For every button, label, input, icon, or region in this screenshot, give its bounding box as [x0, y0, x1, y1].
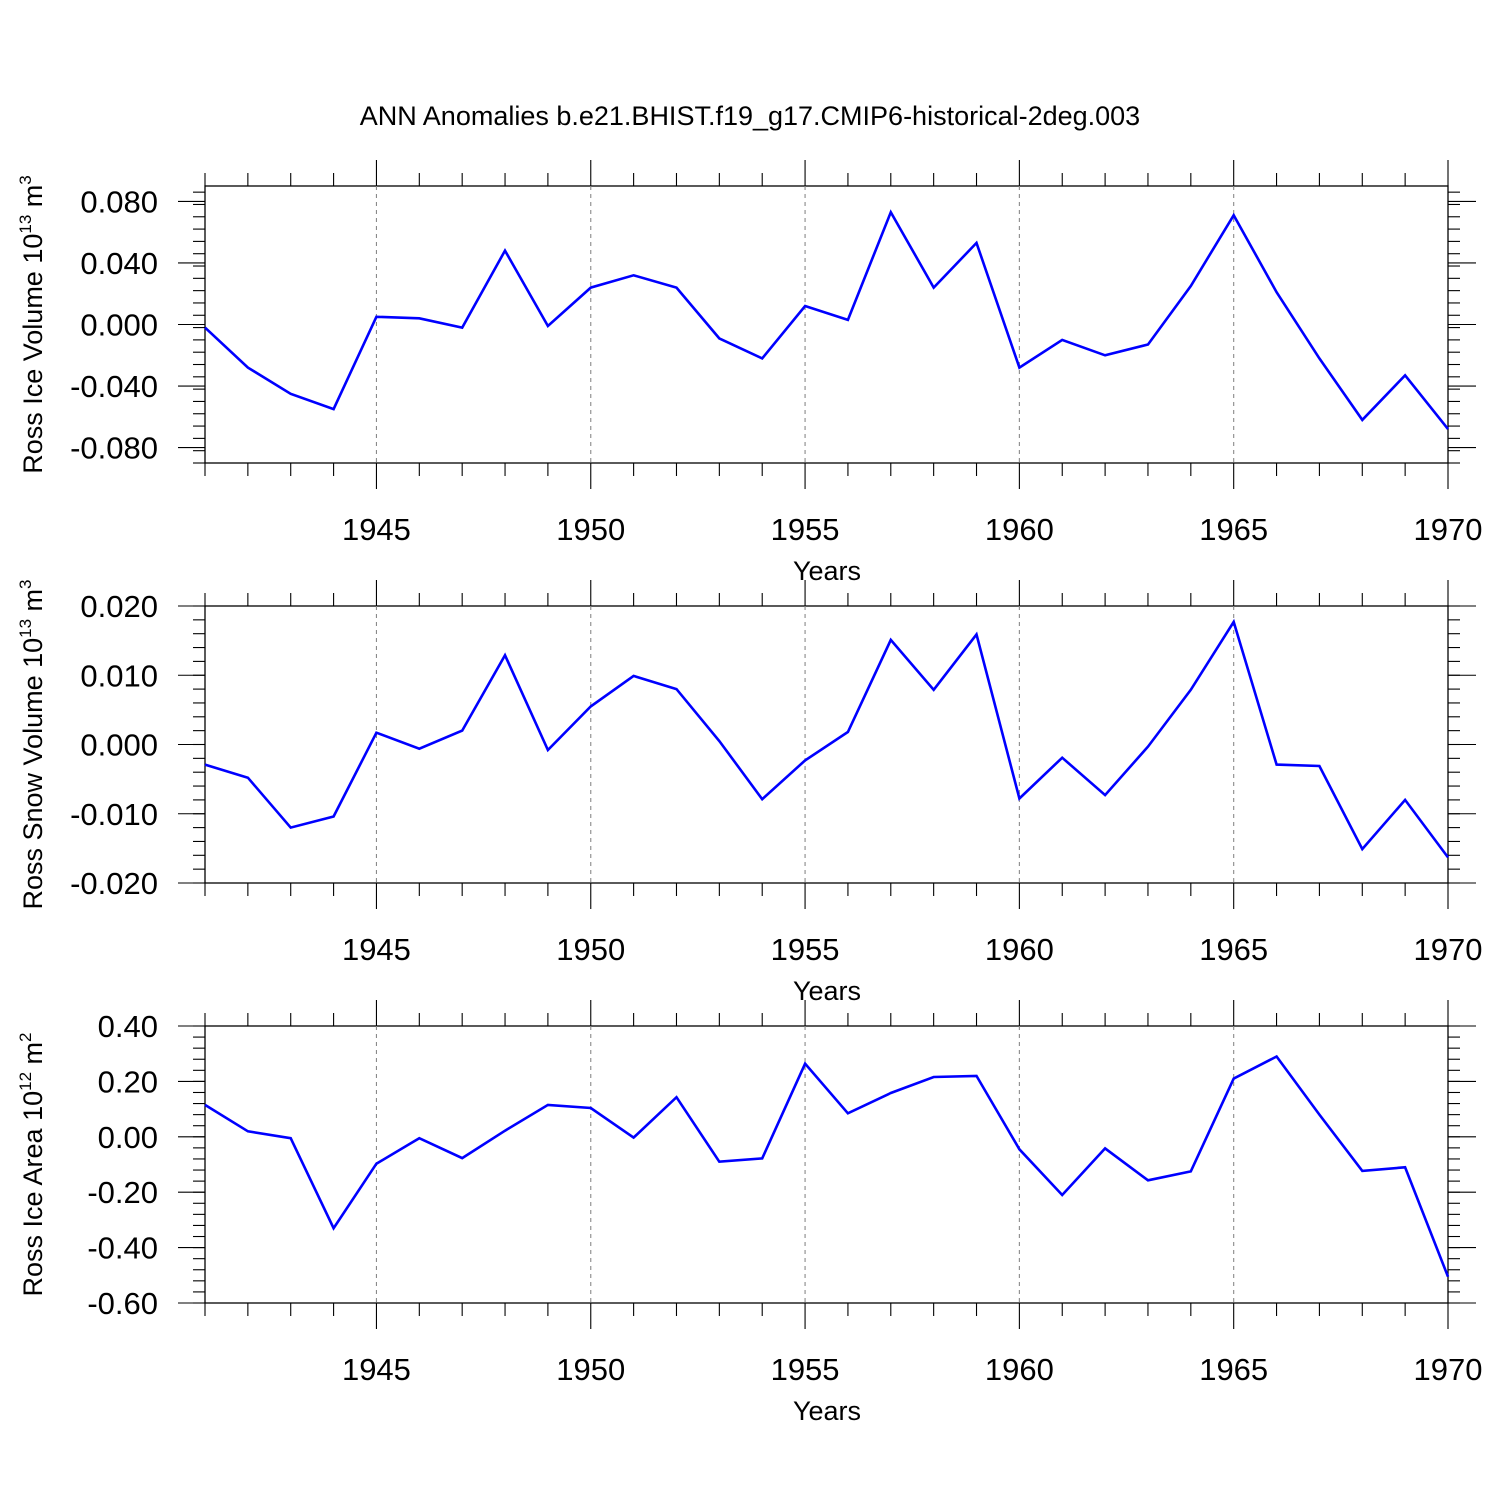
y-axis-label: Ross Ice Volume 1013 m3: [16, 175, 48, 474]
x-tick-label: 1970: [1414, 512, 1483, 547]
x-tick-label: 1960: [985, 932, 1054, 967]
x-tick-label: 1950: [556, 1352, 625, 1387]
y-axis-label-unit: m: [18, 185, 48, 215]
y-axis-label: Ross Snow Volume 1013 m3: [16, 579, 48, 909]
series-line: [204, 209, 1450, 430]
panel-2: -0.020 -0.010 0.000 0.010 0.020 1945 1950 1955 1…: [16, 579, 1482, 1006]
chart-title: ANN Anomalies b.e21.BHIST.f19_g17.CMIP6-…: [360, 101, 1140, 131]
y-axis-label: Ross Ice Area 1012 m2: [16, 1032, 48, 1296]
x-axis-label: Years: [793, 1396, 861, 1426]
y-tick-label: -0.40: [87, 1231, 158, 1266]
y-tick-label: 0.020: [80, 589, 158, 624]
x-tick-label: 1965: [1199, 1352, 1268, 1387]
y-axis-label-exponent: 13: [16, 215, 35, 234]
x-tick-label: 1960: [985, 1352, 1054, 1387]
y-tick-label: 0.000: [80, 728, 158, 763]
y-tick-label: -0.020: [70, 866, 158, 901]
x-tick-label: 1970: [1414, 1352, 1483, 1387]
x-tick-label: 1955: [771, 512, 840, 547]
y-tick-label: -0.080: [70, 431, 158, 466]
x-tick-label: 1970: [1414, 932, 1483, 967]
y-tick-label: 0.040: [80, 246, 158, 281]
x-tick-label: 1965: [1199, 512, 1268, 547]
y-tick-label: 0.010: [80, 658, 158, 693]
x-tick-label: 1945: [342, 1352, 411, 1387]
x-tick-label: 1950: [556, 512, 625, 547]
y-axis-label-unit-exponent: 3: [16, 175, 35, 184]
x-tick-label: 1950: [556, 932, 625, 967]
y-axis-label-unit-exponent: 2: [16, 1032, 35, 1041]
x-axis-label: Years: [793, 976, 861, 1006]
x-tick-label: 1955: [771, 932, 840, 967]
x-tick-label: 1960: [985, 512, 1054, 547]
y-tick-label: 0.40: [98, 1009, 158, 1044]
y-tick-label: -0.20: [87, 1175, 158, 1210]
panel-3: -0.60 -0.40 -0.20 0.00 0.20 0.40 1945 1950 1955 1…: [16, 1000, 1482, 1426]
y-axis-label-unit-exponent: 3: [16, 579, 35, 588]
y-axis-label-text: Ross Ice Area 10: [18, 1091, 48, 1297]
y-axis-label-text: Ross Ice Volume 10: [18, 234, 48, 474]
y-tick-label: 0.000: [80, 308, 158, 343]
x-tick-label: 1945: [342, 932, 411, 967]
y-tick-label: -0.60: [87, 1286, 158, 1321]
x-axis-label: Years: [793, 556, 861, 586]
series-line: [204, 1054, 1450, 1278]
y-axis-label-exponent: 12: [16, 1072, 35, 1091]
x-tick-label: 1945: [342, 512, 411, 547]
y-axis-label-text: Ross Snow Volume 10: [18, 638, 48, 910]
y-tick-label: -0.010: [70, 797, 158, 832]
x-tick-label: 1955: [771, 1352, 840, 1387]
panel-1: -0.080 -0.040 0.000 0.040 0.080 1945 1950 1955 1…: [16, 160, 1482, 586]
y-tick-label: 0.080: [80, 184, 158, 219]
series-line: [204, 618, 1450, 859]
x-tick-label: 1965: [1199, 932, 1268, 967]
y-axis-label-exponent: 13: [16, 619, 35, 638]
plot-frame: [204, 1025, 1449, 1304]
y-axis-label-unit: m: [18, 1042, 48, 1072]
y-tick-label: 0.20: [98, 1064, 158, 1099]
y-tick-label: -0.040: [70, 369, 158, 404]
y-tick-label: 0.00: [98, 1120, 158, 1155]
y-axis-label-unit: m: [18, 589, 48, 619]
